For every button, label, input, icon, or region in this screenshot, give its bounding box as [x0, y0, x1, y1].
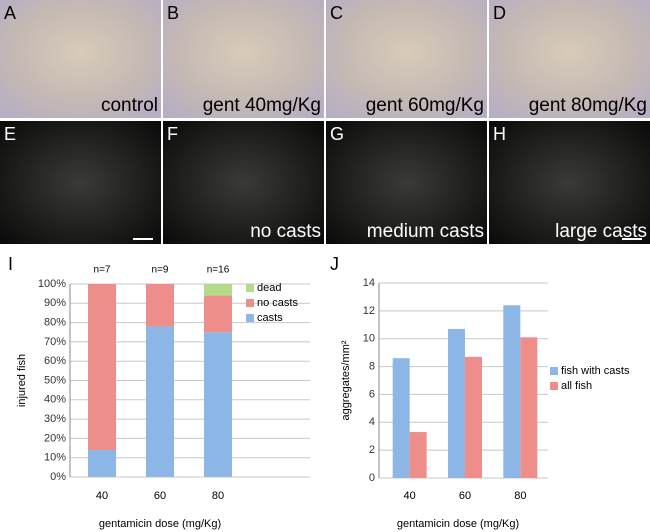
bar	[465, 356, 482, 478]
y-tick-label: 6	[369, 388, 375, 400]
x-tick-label: 60	[154, 490, 166, 502]
x-tick-label: 80	[514, 490, 526, 502]
panel-letter: I	[8, 254, 13, 274]
bar	[448, 328, 465, 478]
photo	[326, 0, 487, 118]
y-tick-label: 100%	[38, 278, 66, 290]
bar-segment	[146, 326, 174, 477]
annotation: n=7	[94, 265, 111, 276]
bar-segment	[204, 295, 232, 333]
panel-letter: H	[493, 124, 506, 144]
photo	[489, 0, 650, 118]
y-tick-label: 40%	[44, 394, 66, 406]
y-tick-label: 4	[369, 416, 375, 428]
y-tick-label: 60%	[44, 355, 66, 367]
y-tick-label: 0%	[50, 471, 66, 483]
y-axis-label: aggregates/mm²	[340, 340, 352, 420]
bar	[392, 358, 410, 478]
panel-caption: medium casts	[367, 221, 484, 242]
legend-swatch	[246, 314, 254, 322]
legend-label: fish with casts	[561, 365, 630, 377]
y-tick-label: 10%	[44, 452, 66, 464]
panel-letter: D	[493, 3, 506, 23]
photo	[0, 0, 161, 118]
annotation: n=9	[152, 265, 169, 276]
photo	[326, 121, 487, 244]
annotation: n=16	[207, 265, 230, 276]
bar	[503, 305, 521, 478]
y-tick-label: 0	[369, 472, 375, 484]
y-tick-label: 10	[363, 333, 375, 345]
panel-caption: no casts	[250, 221, 321, 242]
panel-caption: gent 60mg/Kg	[366, 95, 484, 116]
legend-label: all fish	[561, 380, 592, 392]
bar-segment	[88, 284, 116, 450]
y-tick-label: 2	[369, 444, 375, 456]
panel-letter: J	[330, 254, 339, 274]
bar-segment	[88, 449, 116, 477]
legend-label: no casts	[257, 297, 298, 309]
panel-caption: gent 40mg/Kg	[203, 95, 321, 116]
y-tick-label: 8	[369, 360, 375, 372]
legend-swatch	[550, 367, 558, 375]
y-tick-label: 50%	[44, 374, 66, 386]
bar-segment	[146, 284, 174, 327]
bar	[409, 432, 427, 478]
legend-swatch	[246, 299, 254, 307]
x-tick-label: 40	[404, 490, 416, 502]
x-tick-label: 60	[459, 490, 471, 502]
photo	[489, 121, 650, 244]
x-axis-label: gentamicin dose (mg/Kg)	[99, 518, 221, 530]
panel-caption: control	[101, 95, 158, 116]
panel-letter: F	[167, 124, 178, 144]
y-tick-label: 14	[363, 277, 375, 289]
x-axis-label: gentamicin dose (mg/Kg)	[397, 518, 519, 530]
panel-caption: large casts	[555, 221, 647, 242]
photo	[163, 121, 324, 244]
panel-letter: E	[4, 124, 16, 144]
y-tick-label: 20%	[44, 432, 66, 444]
legend-swatch	[246, 284, 254, 292]
y-tick-label: 30%	[44, 413, 66, 425]
y-axis-label: injured fish	[16, 354, 28, 407]
legend-swatch	[550, 382, 558, 390]
legend-label: dead	[257, 282, 281, 294]
bar	[520, 337, 538, 478]
panel-caption: gent 80mg/Kg	[529, 95, 647, 116]
panel-letter: A	[4, 3, 16, 23]
panel-letter: G	[330, 124, 344, 144]
y-tick-label: 70%	[44, 336, 66, 348]
bar-segment	[204, 284, 232, 296]
y-tick-label: 12	[363, 305, 375, 317]
x-tick-label: 80	[212, 490, 224, 502]
y-tick-label: 90%	[44, 297, 66, 309]
legend-label: casts	[257, 312, 283, 324]
photo	[163, 0, 324, 118]
bar-segment	[204, 332, 232, 477]
x-tick-label: 40	[96, 490, 108, 502]
photo	[0, 121, 161, 244]
panel-letter: C	[330, 3, 343, 23]
y-tick-label: 80%	[44, 317, 66, 329]
panel-letter: B	[167, 3, 179, 23]
